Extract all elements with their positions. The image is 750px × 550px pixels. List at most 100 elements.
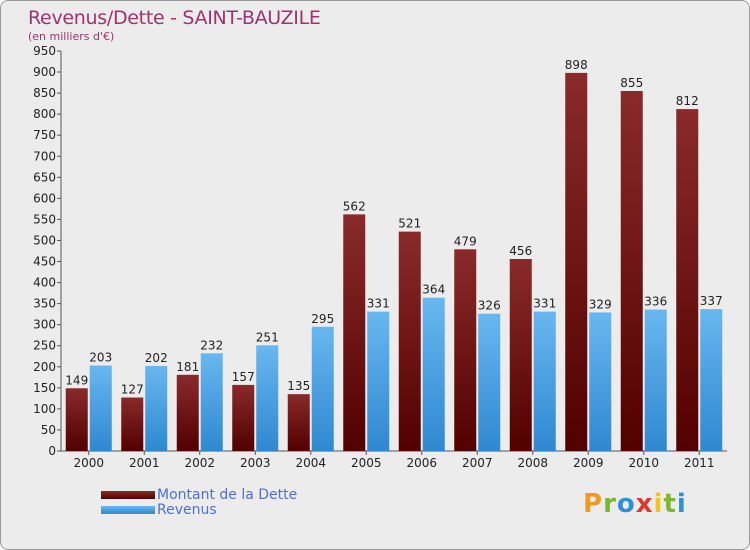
x-tick-label: 2006	[406, 456, 437, 470]
revenus-bar	[200, 353, 223, 451]
revenus-bar	[256, 345, 279, 451]
y-tick-label: 750	[33, 128, 56, 142]
dette-value-label: 456	[509, 244, 532, 258]
dette-bar	[121, 397, 144, 451]
y-tick-label: 900	[33, 65, 56, 79]
revenus-value-label: 203	[89, 351, 112, 365]
y-tick-label: 800	[33, 107, 56, 121]
x-tick-label: 2005	[351, 456, 382, 470]
legend-label-revenus: Revenus	[157, 501, 217, 518]
revenus-value-label: 331	[367, 297, 390, 311]
revenus-bar	[700, 309, 723, 451]
dette-bar	[343, 214, 366, 451]
proxiti-logo: Proxiti	[583, 489, 687, 519]
y-axis: 0 50 100 150 200 250 300 350 400 450 500 550 600 650 7…	[33, 44, 62, 458]
y-tick-label: 500	[33, 233, 56, 247]
dette-bar	[620, 91, 643, 451]
y-tick-label: 950	[33, 44, 56, 58]
y-tick-label: 350	[33, 297, 56, 311]
legend: Montant de la Dette Revenus	[101, 486, 298, 518]
x-tick-label: 2003	[240, 456, 271, 470]
bars	[65, 72, 723, 452]
y-tick-label: 550	[33, 212, 56, 226]
revenus-bar	[589, 312, 612, 451]
dette-value-label: 127	[121, 383, 144, 397]
revenus-value-label: 329	[589, 297, 612, 311]
dette-bar	[676, 109, 699, 452]
y-tick-label: 450	[33, 255, 56, 269]
dette-value-label: 149	[65, 373, 88, 387]
legend-swatch-dette	[101, 490, 155, 499]
dette-value-label: 479	[454, 234, 477, 248]
dette-value-label: 898	[565, 58, 588, 72]
y-tick-label: 650	[33, 170, 56, 184]
legend-swatch-revenus	[101, 505, 155, 514]
x-tick-label: 2010	[628, 456, 659, 470]
revenus-bar	[422, 297, 445, 451]
x-tick-label: 2009	[573, 456, 604, 470]
y-tick-label: 700	[33, 149, 56, 163]
logo-letter: r	[603, 489, 617, 519]
revenus-value-label: 295	[311, 312, 334, 326]
logo-letter: x	[635, 489, 654, 519]
dette-value-label: 521	[398, 217, 421, 231]
logo-letter: t	[663, 489, 677, 519]
dette-bar	[565, 72, 588, 451]
revenus-value-label: 326	[478, 299, 501, 313]
dette-bar	[398, 231, 421, 451]
dette-bar	[454, 249, 477, 451]
legend-label-dette: Montant de la Dette	[157, 486, 298, 503]
dette-bar	[287, 394, 310, 451]
revenus-bar	[145, 365, 168, 451]
dette-bar	[65, 388, 88, 451]
x-tick-label: 2000	[73, 456, 104, 470]
dette-bar	[509, 259, 532, 451]
x-tick-label: 2007	[462, 456, 493, 470]
y-tick-label: 400	[33, 276, 56, 290]
x-tick-label: 2002	[184, 456, 215, 470]
chart-subtitle: (en milliers d'€)	[28, 30, 115, 43]
revenus-value-label: 232	[200, 338, 223, 352]
y-tick-label: 50	[41, 423, 56, 437]
revenus-value-label: 331	[533, 297, 556, 311]
revenus-bar	[533, 311, 556, 451]
dette-bar	[232, 384, 255, 451]
dette-value-label: 855	[620, 76, 643, 90]
x-tick-label: 2011	[684, 456, 715, 470]
x-tick-label: 2001	[129, 456, 160, 470]
dette-value-label: 812	[676, 94, 699, 108]
y-tick-label: 100	[33, 402, 56, 416]
logo-letter: P	[583, 489, 604, 519]
dette-value-label: 562	[343, 199, 366, 213]
y-tick-label: 300	[33, 318, 56, 332]
revenus-value-label: 364	[422, 283, 445, 297]
revenus-bar	[644, 309, 667, 451]
revenus-bar	[478, 313, 501, 451]
y-tick-label: 150	[33, 381, 56, 395]
logo-letter: i	[653, 489, 664, 519]
revenus-bar	[367, 311, 390, 451]
y-tick-label: 200	[33, 360, 56, 374]
x-tick-label: 2008	[517, 456, 548, 470]
chart-title: Revenus/Dette - SAINT-BAUZILE	[28, 7, 321, 29]
legend-item-dette: Montant de la Dette	[101, 486, 298, 503]
revenus-value-label: 251	[256, 330, 279, 344]
dette-value-label: 135	[287, 379, 310, 393]
legend-item-revenus: Revenus	[101, 501, 297, 518]
revenus-bar	[311, 326, 334, 451]
dette-value-label: 181	[176, 360, 199, 374]
x-axis: 2000 2001 2002 2003 2004 2005 2006 2007 2008 2009…	[61, 450, 727, 470]
dette-value-label: 157	[232, 370, 255, 384]
logo-letter: o	[616, 489, 636, 519]
logo-letter: i	[676, 489, 687, 519]
dette-bar	[176, 374, 199, 451]
revenus-bar	[89, 365, 112, 451]
x-tick-label: 2004	[295, 456, 326, 470]
y-tick-label: 0	[48, 444, 56, 458]
y-tick-label: 600	[33, 191, 56, 205]
revenus-value-label: 202	[145, 351, 168, 365]
revenus-value-label: 336	[644, 295, 667, 309]
